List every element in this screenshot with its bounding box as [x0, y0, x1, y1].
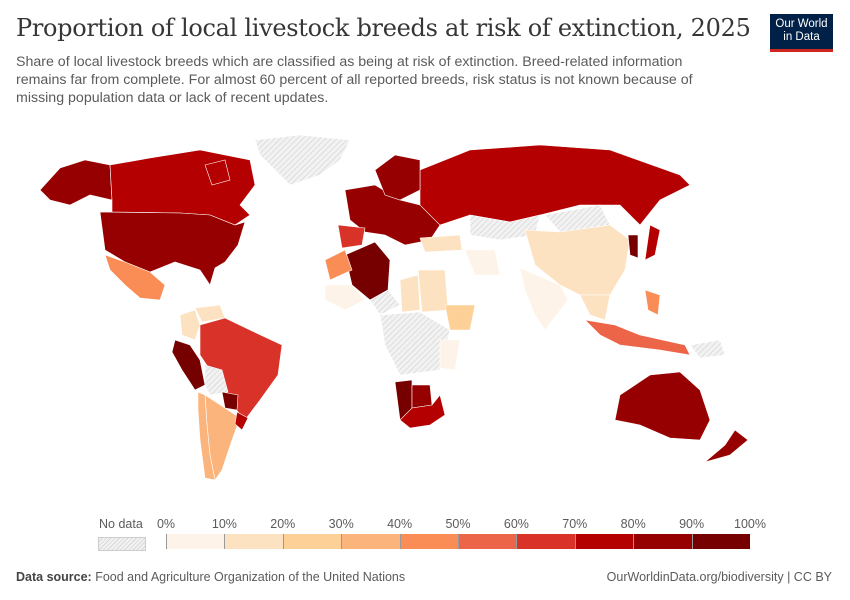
- country-mexico[interactable]: [104, 254, 166, 301]
- legend-bin[interactable]: [691, 534, 750, 549]
- legend-bin[interactable]: [166, 534, 225, 549]
- legend-bin[interactable]: [574, 534, 634, 549]
- country-niger[interactable]: [369, 289, 401, 316]
- legend-bin[interactable]: [458, 534, 517, 549]
- country-china[interactable]: [524, 224, 631, 296]
- country-japan[interactable]: [644, 224, 661, 261]
- country-scandinavia[interactable]: [374, 154, 421, 201]
- country-mali[interactable]: [324, 284, 366, 311]
- country-korea[interactable]: [627, 234, 639, 259]
- legend-tick-label: 100%: [734, 517, 766, 531]
- country-indonesia[interactable]: [584, 319, 691, 356]
- legend-tick-label: 60%: [503, 517, 529, 531]
- country-iberia[interactable]: [337, 224, 366, 249]
- country-russia[interactable]: [419, 144, 691, 226]
- country-alaska-us[interactable]: [39, 159, 113, 206]
- legend-bin[interactable]: [282, 534, 342, 549]
- country-greenland[interactable]: [254, 134, 351, 186]
- country-sudan[interactable]: [417, 269, 449, 313]
- country-chad[interactable]: [399, 274, 421, 313]
- legend-no-data-label: No data: [99, 517, 143, 531]
- legend-tick-label: 80%: [620, 517, 646, 531]
- legend-no-data-swatch: [98, 537, 146, 551]
- country-bolivia[interactable]: [204, 364, 229, 396]
- legend-tick-label: 10%: [211, 517, 237, 531]
- legend-tick-label: 20%: [270, 517, 296, 531]
- legend-tick-label: 50%: [445, 517, 471, 531]
- country-morocco[interactable]: [324, 249, 353, 281]
- chart-subtitle: Share of local livestock breeds which ar…: [16, 54, 693, 106]
- legend-bin[interactable]: [224, 534, 283, 549]
- country-tanzania[interactable]: [439, 339, 461, 371]
- country-central-africa[interactable]: [379, 311, 451, 376]
- legend-tick-label: 0%: [156, 517, 176, 531]
- country-ethiopia[interactable]: [444, 304, 476, 331]
- country-peru[interactable]: [171, 339, 206, 391]
- legend-bin[interactable]: [341, 534, 400, 549]
- legend-bin[interactable]: [633, 534, 692, 549]
- country-chile[interactable]: [197, 391, 216, 481]
- legend-bin[interactable]: [516, 534, 575, 549]
- source-text: Food and Agriculture Organization of the…: [95, 570, 406, 584]
- footer-link[interactable]: OurWorldinData.org/biodiversity | CC BY: [606, 570, 832, 584]
- country-colombia[interactable]: [179, 309, 201, 341]
- country-turkey[interactable]: [419, 234, 463, 253]
- legend-tick-label: 90%: [679, 517, 705, 531]
- country-botswana[interactable]: [411, 384, 433, 409]
- chart-title: Proportion of local livestock breeds at …: [16, 14, 751, 42]
- owid-logo[interactable]: Our World in Data: [770, 14, 833, 52]
- data-source: Data source: Food and Agriculture Organi…: [16, 570, 405, 584]
- legend-bin[interactable]: [399, 534, 458, 549]
- country-new-zealand[interactable]: [704, 429, 749, 463]
- source-label: Data source:: [16, 570, 92, 584]
- country-uruguay[interactable]: [234, 411, 249, 431]
- country-philippines[interactable]: [644, 289, 661, 316]
- country-australia[interactable]: [614, 371, 711, 441]
- country-southeast-asia[interactable]: [579, 294, 611, 321]
- legend-tick-label: 30%: [328, 517, 354, 531]
- country-papua-new-guinea[interactable]: [689, 339, 726, 359]
- country-iran[interactable]: [464, 249, 501, 276]
- legend-tick-label: 40%: [387, 517, 413, 531]
- country-south-africa[interactable]: [399, 394, 446, 429]
- country-paraguay[interactable]: [221, 391, 239, 411]
- world-map[interactable]: [0, 120, 850, 510]
- legend-tick-label: 70%: [562, 517, 588, 531]
- country-india[interactable]: [519, 267, 569, 331]
